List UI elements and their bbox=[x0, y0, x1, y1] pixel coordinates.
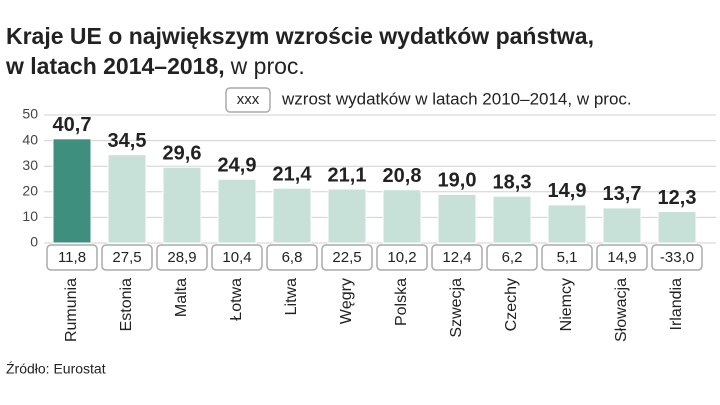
growth-box bbox=[376, 244, 428, 271]
x-tick-label: Rumunia bbox=[63, 278, 80, 342]
x-tick-label: Malta bbox=[173, 278, 190, 317]
value-label: 24,9 bbox=[218, 155, 257, 177]
growth-label: 10,2 bbox=[387, 249, 416, 266]
growth-box bbox=[541, 244, 593, 271]
y-tick-label: 40 bbox=[22, 131, 38, 147]
value-label: 13,7 bbox=[603, 183, 642, 205]
growth-box bbox=[651, 244, 703, 271]
growth-label: -33,0 bbox=[660, 249, 694, 266]
x-tick-label: Estonia bbox=[118, 278, 135, 331]
bar bbox=[327, 188, 367, 244]
source: Źródło: Eurostat bbox=[6, 361, 106, 377]
bar bbox=[547, 204, 587, 244]
legend-sample: xxx bbox=[237, 91, 260, 108]
chart-title: Kraje UE o największym wzroście wydatków… bbox=[6, 23, 594, 49]
x-tick-label: Węgry bbox=[338, 278, 355, 324]
growth-label: 28,9 bbox=[167, 249, 196, 266]
bar bbox=[107, 154, 147, 244]
bar bbox=[657, 211, 697, 244]
growth-box bbox=[486, 244, 538, 271]
growth-box bbox=[46, 244, 98, 271]
y-tick-label: 50 bbox=[22, 106, 38, 122]
growth-label: 5,1 bbox=[557, 249, 578, 266]
bar bbox=[382, 189, 422, 244]
x-tick-label: Łotwa bbox=[228, 278, 245, 321]
growth-label: 14,9 bbox=[607, 249, 636, 266]
bar bbox=[52, 138, 92, 244]
y-tick-label: 0 bbox=[30, 234, 38, 250]
growth-label: 10,4 bbox=[222, 249, 251, 266]
growth-label: 27,5 bbox=[112, 249, 141, 266]
x-tick-label: Słowacja bbox=[613, 278, 630, 342]
growth-label: 6,8 bbox=[282, 249, 303, 266]
bar bbox=[217, 178, 257, 244]
legend-text: wzrost wydatków w latach 2010–2014, w pr… bbox=[281, 89, 632, 108]
x-tick-label: Czechy bbox=[503, 278, 520, 331]
growth-label: 22,5 bbox=[332, 249, 361, 266]
value-label: 14,9 bbox=[548, 180, 587, 202]
value-label: 34,5 bbox=[108, 130, 147, 152]
value-label: 21,1 bbox=[328, 164, 367, 186]
x-tick-label: Szwecja bbox=[448, 278, 465, 338]
unit: w proc. bbox=[230, 53, 305, 79]
value-label: 20,8 bbox=[383, 165, 422, 187]
value-label: 21,4 bbox=[273, 163, 313, 185]
y-tick-label: 20 bbox=[22, 183, 38, 199]
growth-box bbox=[156, 244, 208, 271]
value-label: 18,3 bbox=[493, 171, 532, 193]
growth-box bbox=[266, 244, 318, 271]
growth-label: 12,4 bbox=[442, 249, 471, 266]
growth-box bbox=[596, 244, 648, 271]
bar bbox=[602, 207, 642, 244]
growth-box bbox=[211, 244, 263, 271]
legend-box bbox=[225, 87, 271, 113]
growth-box bbox=[321, 244, 373, 271]
chart-title-part: w latach 2014–2018, bbox=[5, 53, 225, 79]
growth-box bbox=[101, 244, 153, 271]
bar bbox=[437, 193, 477, 244]
bar bbox=[492, 195, 532, 244]
growth-label: 11,8 bbox=[58, 249, 86, 266]
y-tick-label: 30 bbox=[22, 157, 38, 173]
y-tick-label: 10 bbox=[22, 208, 38, 224]
value-label: 12,3 bbox=[658, 187, 697, 209]
bar bbox=[162, 166, 202, 244]
value-label: 19,0 bbox=[438, 170, 477, 192]
value-label: 40,7 bbox=[53, 114, 92, 136]
chart-title-line: w latach 2014–2018, w proc. bbox=[5, 53, 305, 79]
growth-label: 6,2 bbox=[502, 249, 523, 266]
value-label: 29,6 bbox=[163, 143, 202, 165]
x-tick-label: Irlandia bbox=[668, 278, 685, 331]
x-tick-label: Litwa bbox=[283, 278, 300, 315]
x-tick-label: Niemcy bbox=[558, 278, 575, 331]
growth-box bbox=[431, 244, 483, 271]
x-tick-label: Polska bbox=[393, 278, 410, 326]
bar bbox=[272, 187, 312, 244]
